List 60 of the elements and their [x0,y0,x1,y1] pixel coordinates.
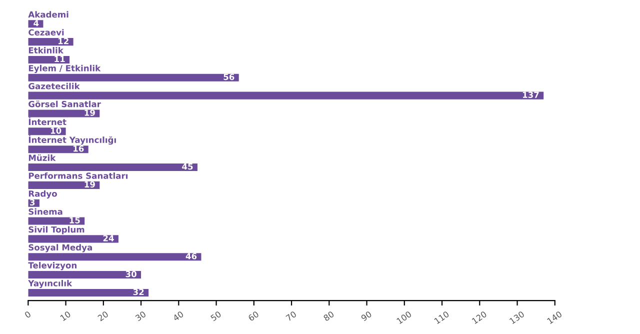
data-label: 24 [103,235,114,242]
bar [28,253,202,261]
y-tick-label: Etkinlik [28,47,64,54]
x-tick-label: 140 [546,310,562,324]
data-label: 3 [30,199,35,206]
bar [28,56,70,64]
bar [28,271,142,279]
data-label: 4 [34,20,39,26]
data-label: 16 [74,145,84,152]
data-label: 32 [133,288,144,296]
bar [28,163,198,172]
y-tick-label: Performans Sanatları [28,172,128,179]
x-tick-label: 30 [134,310,146,322]
bar [28,110,100,118]
bar [28,288,149,296]
y-tick-label: İnternet Yayıncılığı [28,135,116,145]
data-label: 45 [182,163,193,170]
y-tick-label: Eylem / Etkinlik [28,64,101,73]
x-tick-label: 100 [396,310,412,324]
y-tick-label: Televizyon [28,262,76,270]
x-tick-label: 50 [210,310,222,322]
x-tick-label: 110 [434,310,450,324]
data-label: 30 [126,270,136,278]
data-label: 46 [186,252,197,260]
y-tick-label: Cezaevi [28,29,64,36]
data-label: 19 [84,181,95,188]
x-tick-label: 130 [509,310,525,324]
bar [28,235,118,243]
bar [28,38,74,46]
x-tick-label: 0 [24,310,32,318]
y-tick-label: Sosyal Medya [28,244,92,252]
bar [28,181,100,189]
bar [28,217,85,225]
bar [28,92,544,100]
x-tick-label: 90 [360,310,372,322]
x-tick-label: 40 [172,310,184,322]
x-tick-label: 70 [286,310,297,322]
x-tick-label: 20 [97,310,109,322]
y-tick-label: Sivil Toplum [28,226,84,234]
x-tick-label: 80 [323,310,334,322]
y-tick-label: Müzik [28,154,56,161]
data-label: 15 [70,217,80,224]
data-label: 137 [522,92,539,98]
bar [28,74,239,82]
data-label: 10 [50,128,62,134]
x-tick-label: 120 [472,310,488,324]
y-tick-label: Radyo [28,190,57,198]
x-tick-label: 60 [248,310,260,322]
y-tick-label: Görsel Sanatlar [28,100,101,108]
data-label: 56 [224,74,234,80]
y-tick-label: Yayıncılık [28,280,72,288]
x-tick-label: 10 [60,310,72,322]
y-tick-label: İnternet [28,117,66,126]
data-label: 11 [54,56,65,62]
data-label: 19 [84,110,95,116]
data-label: 12 [58,38,68,44]
y-tick-label: Akademi [28,11,68,18]
bar [28,146,88,154]
y-tick-label: Gazetecilik [28,82,80,90]
y-tick-label: Sinema [28,208,62,215]
